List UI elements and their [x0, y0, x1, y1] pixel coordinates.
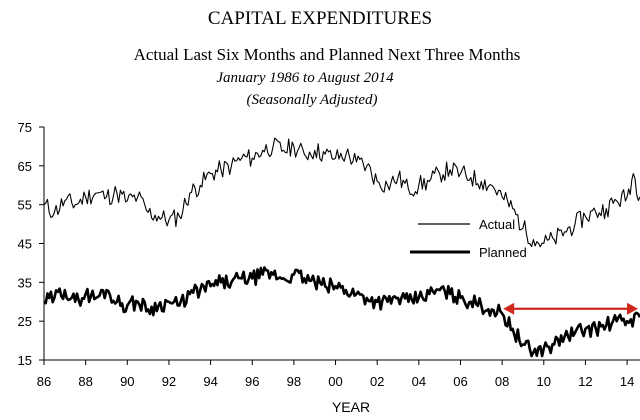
x-tick-label: 90: [120, 374, 134, 389]
plot-area: 15 25 35 45 55 65 75 86 88 90 92 94 96 98 00 02 04 06 08 10…: [18, 120, 640, 389]
x-tick-label: 08: [495, 374, 509, 389]
legend-label-planned: Planned: [479, 245, 527, 260]
chart-subtitle-adjustment: (Seasonally Adjusted): [247, 92, 378, 108]
y-tick-label: 75: [18, 120, 32, 135]
y-tick-label: 35: [18, 275, 32, 290]
x-tick-label: 06: [453, 374, 467, 389]
y-tick-label: 55: [18, 198, 32, 213]
y-tick-label: 45: [18, 237, 32, 252]
x-tick-label: 14: [620, 374, 634, 389]
y-tick-label: 25: [18, 314, 32, 329]
series-planned-line: [43, 266, 640, 358]
y-tick-label: 15: [18, 353, 32, 368]
red-range-arrow-left-head: [503, 302, 515, 315]
x-tick-label: 02: [370, 374, 384, 389]
chart-subtitle-date-range: January 1986 to August 2014: [216, 70, 394, 86]
x-tick-label: 10: [537, 374, 551, 389]
x-tick-label: 88: [78, 374, 92, 389]
x-tick-label: 94: [203, 374, 217, 389]
legend: Actual Planned: [410, 217, 527, 260]
chart-title: CAPITAL EXPENDITURES: [208, 8, 432, 29]
legend-label-actual: Actual: [479, 217, 515, 232]
chart-subtitle: Actual Last Six Months and Planned Next …: [134, 45, 521, 64]
red-range-arrow-right-head: [627, 302, 638, 315]
x-axis-title: YEAR: [332, 399, 370, 415]
x-tick-label: 04: [412, 374, 426, 389]
x-tick-label: 96: [245, 374, 259, 389]
y-tick-label: 65: [18, 159, 32, 174]
x-tick-label: 12: [578, 374, 592, 389]
x-tick-label: 92: [162, 374, 176, 389]
x-tick-label: 98: [287, 374, 301, 389]
x-tick-label: 00: [328, 374, 342, 389]
x-tick-label: 86: [37, 374, 51, 389]
series-actual-line: [43, 137, 640, 248]
